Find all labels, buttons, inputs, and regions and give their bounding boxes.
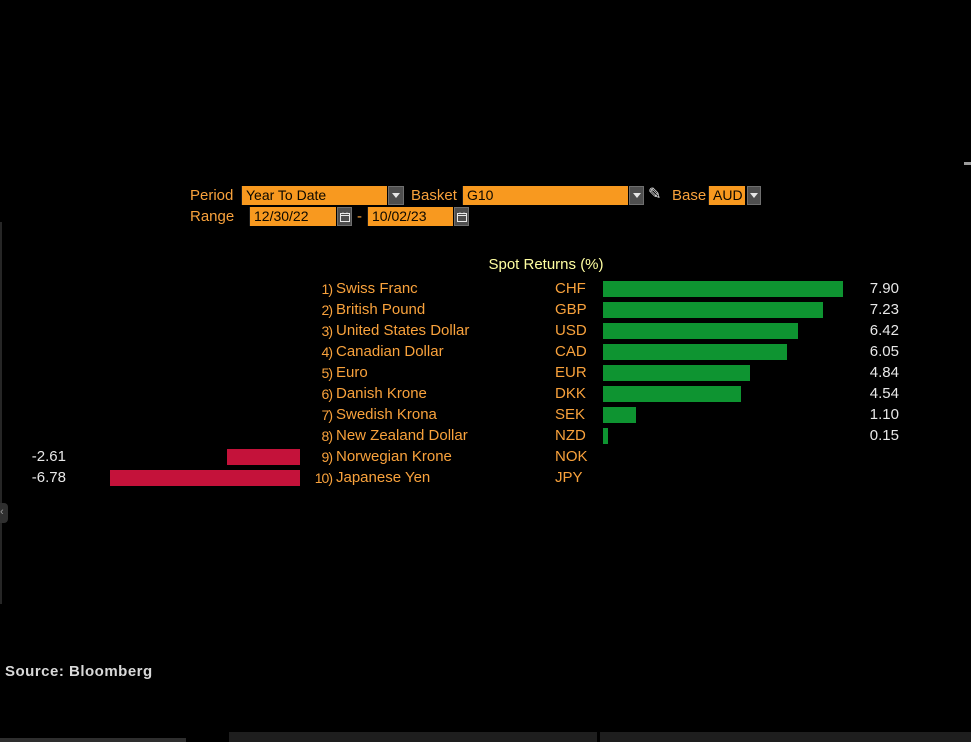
currency-code: USD: [555, 322, 587, 339]
return-bar: [603, 365, 750, 381]
period-label: Period: [190, 187, 234, 204]
negative-value-label: -6.78: [31, 469, 66, 486]
right-edge-fragment: [964, 162, 971, 165]
row-rank: 1): [321, 281, 333, 297]
currency-code: NZD: [555, 427, 586, 444]
calendar-icon: [456, 212, 467, 222]
return-bar: [110, 470, 300, 486]
currency-code: JPY: [555, 469, 583, 486]
chevron-down-icon: [632, 193, 641, 198]
row-rank: 7): [321, 407, 333, 423]
currency-code: EUR: [555, 364, 587, 381]
row-rank: 10): [314, 470, 333, 486]
currency-code: DKK: [555, 385, 586, 402]
source-attribution: Source: Bloomberg: [5, 663, 153, 680]
currency-name: Japanese Yen: [336, 469, 431, 486]
return-bar: [603, 386, 741, 402]
row-rank: 2): [321, 302, 333, 318]
currency-name: British Pound: [336, 301, 426, 318]
period-dropdown[interactable]: Year To Date: [241, 186, 387, 205]
currency-name: Swedish Krona: [336, 406, 437, 423]
return-bar: [603, 344, 787, 360]
positive-value-label: 4.54: [869, 385, 899, 402]
currency-code: NOK: [555, 448, 588, 465]
currency-name: Norwegian Krone: [336, 448, 452, 465]
base-dropdown[interactable]: AUD: [708, 186, 745, 205]
chart-row: 3) United States Dollar USD 6.42: [0, 322, 971, 340]
currency-name: Swiss Franc: [336, 280, 418, 297]
chevron-left-icon: ‹: [0, 506, 4, 518]
currency-code: CAD: [555, 343, 587, 360]
currency-name: New Zealand Dollar: [336, 427, 468, 444]
chevron-down-icon: [392, 193, 400, 198]
currency-code: SEK: [555, 406, 586, 423]
chart-title: Spot Returns (%): [488, 256, 604, 273]
row-rank: 6): [321, 386, 333, 402]
positive-value-label: 7.90: [869, 280, 899, 297]
range-separator: -: [357, 208, 362, 225]
left-panel-edge: [0, 222, 2, 604]
chart-row: -6.78 10) Japanese Yen JPY: [0, 469, 971, 487]
range-label: Range: [190, 208, 235, 225]
chart-row: 6) Danish Krone DKK 4.54: [0, 385, 971, 403]
return-bar: [603, 428, 608, 444]
negative-value-label: -2.61: [31, 448, 66, 465]
positive-value-label: 4.84: [869, 364, 899, 381]
row-rank: 4): [321, 344, 333, 360]
base-label: Base: [672, 187, 707, 204]
taskbar-fragment: [600, 732, 971, 742]
taskbar-fragment: [0, 738, 186, 742]
currency-code: GBP: [555, 301, 587, 318]
base-dropdown-arrow-button[interactable]: [747, 186, 761, 205]
period-dropdown-arrow-button[interactable]: [388, 186, 404, 205]
currency-name: Canadian Dollar: [336, 343, 444, 360]
range-start-date-input[interactable]: 12/30/22: [249, 207, 336, 226]
currency-name: Euro: [336, 364, 368, 381]
panel-collapse-handle[interactable]: ‹: [0, 503, 8, 523]
currency-name: Danish Krone: [336, 385, 427, 402]
chart-row: 2) British Pound GBP 7.23: [0, 301, 971, 319]
taskbar-fragment: [229, 732, 597, 742]
return-bar: [603, 323, 798, 339]
return-bar: [227, 449, 300, 465]
return-bar: [603, 302, 823, 318]
chart-row: 4) Canadian Dollar CAD 6.05: [0, 343, 971, 361]
return-bar: [603, 281, 843, 297]
chart-row: 7) Swedish Krona SEK 1.10: [0, 406, 971, 424]
calendar-icon: [339, 212, 350, 222]
positive-value-label: 1.10: [869, 406, 899, 423]
positive-value-label: 7.23: [869, 301, 899, 318]
return-bar: [603, 407, 636, 423]
calendar-picker-button[interactable]: [337, 207, 352, 226]
edit-pencil-icon[interactable]: ✎: [648, 186, 662, 203]
chart-row: 5) Euro EUR 4.84: [0, 364, 971, 382]
chart-row: -2.61 9) Norwegian Krone NOK: [0, 448, 971, 466]
range-end-date-input[interactable]: 10/02/23: [367, 207, 453, 226]
row-rank: 8): [321, 428, 333, 444]
row-rank: 5): [321, 365, 333, 381]
chart-row: 1) Swiss Franc CHF 7.90: [0, 280, 971, 298]
positive-value-label: 6.42: [869, 322, 899, 339]
basket-label: Basket: [411, 187, 457, 204]
calendar-picker-button[interactable]: [454, 207, 469, 226]
basket-dropdown-arrow-button[interactable]: [629, 186, 644, 205]
row-rank: 3): [321, 323, 333, 339]
positive-value-label: 6.05: [869, 343, 899, 360]
chart-row: 8) New Zealand Dollar NZD 0.15: [0, 427, 971, 445]
chevron-down-icon: [750, 193, 758, 198]
row-rank: 9): [321, 449, 333, 465]
basket-dropdown[interactable]: G10: [462, 186, 628, 205]
currency-name: United States Dollar: [336, 322, 470, 339]
positive-value-label: 0.15: [869, 427, 899, 444]
currency-code: CHF: [555, 280, 586, 297]
